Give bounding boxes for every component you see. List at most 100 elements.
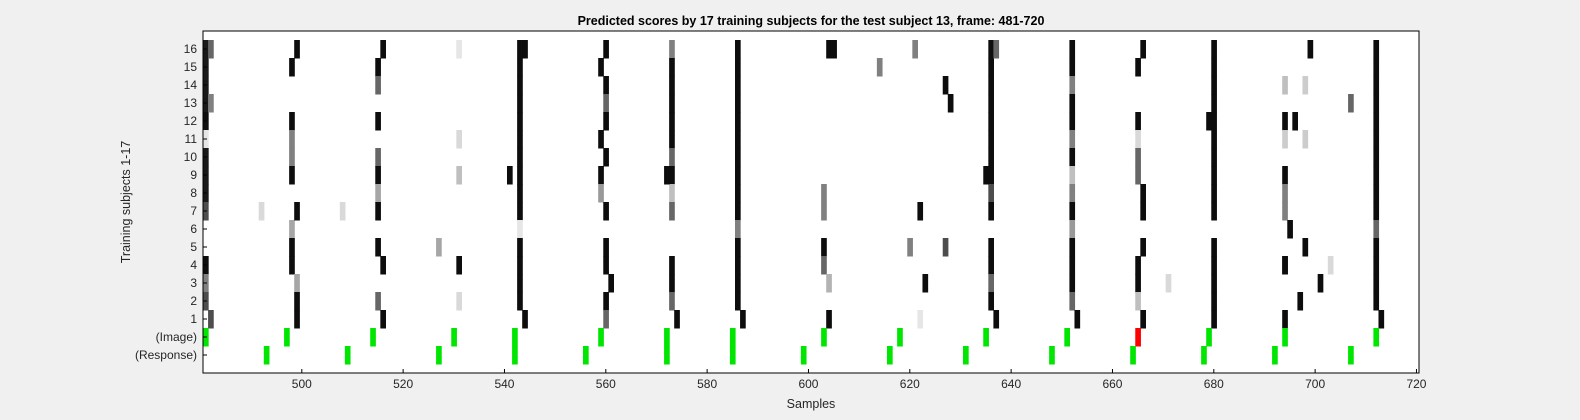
image-event-cell [1064,328,1070,347]
score-cell [1297,292,1304,311]
score-cell [988,76,994,95]
score-cell [735,58,741,77]
score-cell [826,274,832,293]
response-event-cell [1130,346,1136,365]
score-cell [740,310,746,329]
score-cell [1135,256,1141,275]
score-cell [1307,40,1314,59]
score-cell [1211,256,1217,275]
score-cell [876,58,883,77]
score-cell [1069,202,1076,221]
score-cell [517,220,523,239]
score-cell [1282,310,1288,329]
y-tick-label: 9 [190,168,197,182]
score-cell [517,130,523,149]
score-cell [1378,310,1385,329]
x-tick-label: 580 [697,377,717,391]
score-cell [1373,112,1380,131]
score-cell [517,292,523,311]
score-cell [603,292,609,311]
y-axis: 16 15 14 13 12 11 10 9 8 7 6 5 4 3 2 1 (Image) (Response) [135,42,207,362]
response-event-cell [263,346,270,365]
x-tick-label: 560 [596,377,616,391]
score-cell [942,76,949,95]
score-cell [1211,202,1217,221]
score-cell [1327,256,1334,275]
score-cell [603,202,609,221]
image-event-cell [1373,328,1380,347]
score-cell [947,94,954,113]
score-cell [669,94,675,113]
response-event-cell [887,346,893,365]
response-event-cell [1049,346,1055,365]
score-cell [674,310,680,329]
score-cell [988,256,994,275]
score-cell [598,130,604,149]
score-cell [993,310,1000,329]
score-cell [1069,40,1076,59]
score-cell [517,112,523,131]
score-cell [208,40,214,59]
score-cell [669,166,675,185]
image-event-cell [1135,328,1141,347]
score-cell [456,166,462,185]
score-cell [1135,130,1141,149]
score-cell [517,58,523,77]
score-cell [208,94,214,113]
score-cell [669,256,675,275]
score-cell [1373,184,1380,203]
score-cell [988,166,994,185]
score-cell [517,202,523,221]
score-cell [517,166,523,185]
score-cell [735,256,741,275]
score-cell [735,238,741,257]
score-cell [735,202,741,221]
score-cell [289,58,295,77]
score-cell [735,148,741,167]
score-cell [1211,310,1217,329]
score-cell [1211,148,1217,167]
image-event-cell [284,328,290,347]
score-cell [1373,148,1380,167]
y-tick-label: 3 [190,276,197,290]
score-cell [289,130,295,149]
score-cell [917,310,924,329]
x-tick-label: 500 [292,377,312,391]
image-event-cell [664,328,670,347]
score-cell [1282,112,1288,131]
score-cell [522,40,528,59]
score-cell [598,184,604,203]
score-cell [517,76,523,95]
score-cell [1282,76,1288,95]
y-tick-label: 4 [190,258,197,272]
score-cell [289,166,295,185]
response-event-cell [1272,346,1278,365]
score-cell [375,238,381,257]
score-cell [375,76,381,95]
score-cell [1302,76,1309,95]
score-cell [1373,58,1380,77]
score-cell [735,94,741,113]
score-cell [380,40,386,59]
score-cell [669,40,675,59]
response-event-cell [436,346,442,365]
score-cell [1211,94,1217,113]
score-cell [922,274,929,293]
score-cell [1211,166,1217,185]
response-event-cell [664,346,670,365]
score-cell [1211,40,1217,59]
score-cell [1206,112,1212,131]
x-tick-label: 680 [1204,377,1224,391]
score-cell [1140,202,1146,221]
score-cell [1069,238,1076,257]
score-cell [669,202,675,221]
x-tick-label: 700 [1305,377,1325,391]
score-cell [1373,94,1380,113]
score-cell [669,292,675,311]
image-event-cell [512,328,518,347]
score-cell [289,256,295,275]
score-cell [1069,76,1076,95]
score-cell [1302,238,1309,257]
y-axis-label: Training subjects 1-17 [119,141,133,264]
score-cell [1211,184,1217,203]
